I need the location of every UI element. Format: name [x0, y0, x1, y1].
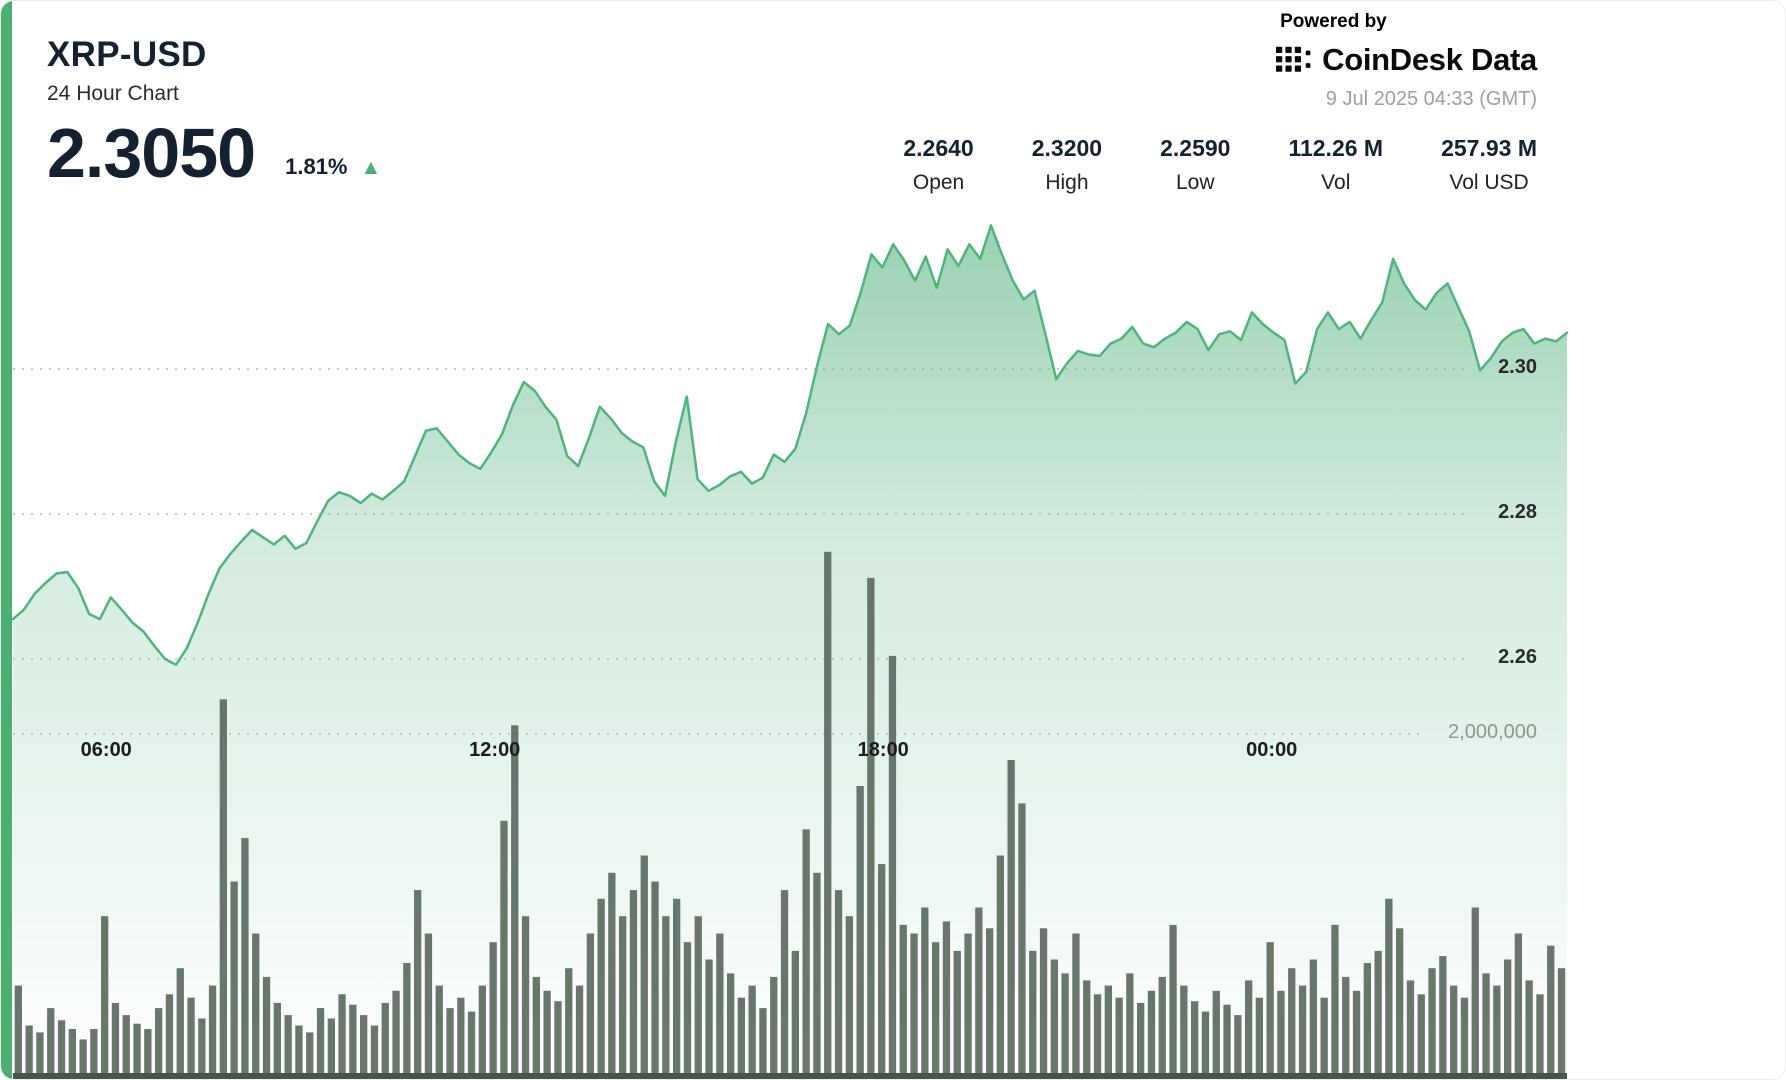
volume-bars [14, 551, 1566, 1079]
stat-value: 2.3200 [1031, 135, 1103, 161]
volume-baseline [13, 1073, 1567, 1079]
stat-value: 112.26 M [1288, 135, 1384, 161]
stat-label: High [1045, 171, 1089, 194]
price-line [11, 224, 1569, 667]
chart-timestamp: 9 Jul 2025 04:33 (GMT) [1325, 88, 1537, 110]
coindesk-logo-icon [1276, 46, 1311, 72]
header-right: Powered by CoinDesk Data 9 [1276, 11, 1537, 111]
stat-high: 2.3200 High [1032, 135, 1102, 195]
left-accent-bar [1, 1, 12, 1079]
stat-open: 2.2640 Open [903, 135, 973, 195]
stat-value: 2.2640 [903, 135, 974, 161]
stat-label: Vol USD [1449, 171, 1529, 194]
coindesk-logo[interactable]: CoinDesk Data [1276, 42, 1537, 78]
price-row: 2.3050 1.81% ▲ [47, 118, 381, 188]
price-area-fill [13, 225, 1567, 1079]
stat-vol: 112.26 M Vol [1288, 135, 1383, 195]
stat-vol-usd: 257.93 M Vol USD [1441, 135, 1537, 195]
stat-label: Open [912, 171, 965, 194]
stat-value: 2.2590 [1160, 135, 1231, 161]
ohlc-volume-stats: 2.2640 Open 2.3200 High 2.2590 Low 112.26 M Vol… [903, 135, 1537, 195]
up-arrow-icon: ▲ [360, 156, 382, 179]
symbol-title: XRP-USD [47, 35, 207, 74]
change-percent: 1.81% [285, 154, 348, 179]
chart-subtitle: 24 Hour Chart [47, 82, 179, 105]
stat-label: Vol [1321, 171, 1351, 194]
coindesk-logo-text: CoinDesk Data [1322, 42, 1537, 77]
stat-value: 257.93 M [1441, 135, 1537, 161]
stat-low: 2.2590 Low [1160, 135, 1230, 195]
powered-by-label: Powered by [1280, 11, 1387, 32]
current-price: 2.3050 [47, 114, 256, 192]
header-left: XRP-USD 24 Hour Chart 2.3050 1.81% ▲ [47, 35, 381, 188]
stat-label: Low [1176, 171, 1215, 194]
